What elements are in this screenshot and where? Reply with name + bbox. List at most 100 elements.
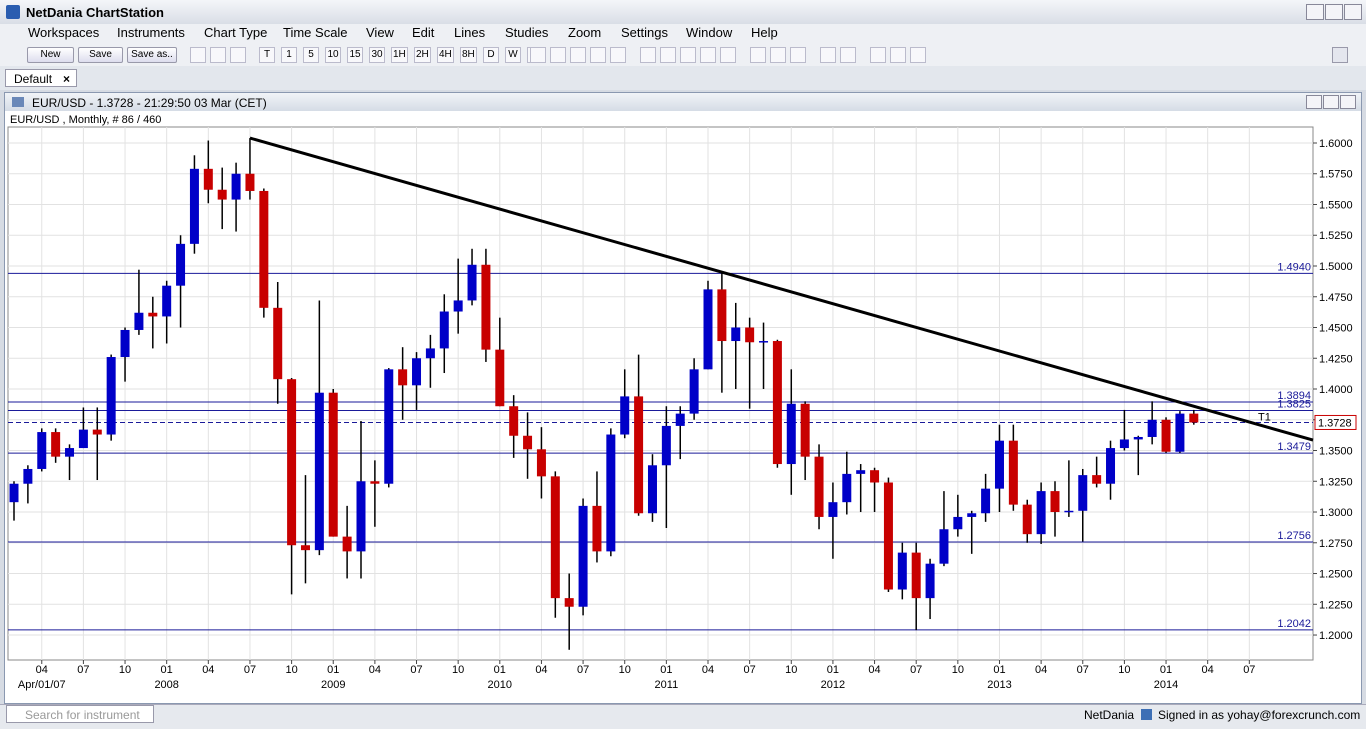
toolbar-icon[interactable] (590, 47, 606, 63)
candle-body (1078, 475, 1088, 511)
chart-close[interactable] (1340, 95, 1356, 109)
candle-body (800, 403, 810, 457)
candle-body (231, 173, 241, 200)
x-tick-label: 01 (494, 664, 506, 676)
candle-body (1092, 475, 1102, 484)
toolbar-icon[interactable] (750, 47, 766, 63)
menu-item[interactable]: Chart Type (204, 25, 268, 40)
toolbar-icon[interactable] (790, 47, 806, 63)
toolbar-icon[interactable] (720, 47, 736, 63)
menu-item[interactable]: Settings (621, 25, 668, 40)
timescale-button[interactable]: 15 (347, 47, 363, 63)
candle-body (509, 406, 519, 436)
toolbar-icon[interactable] (910, 47, 926, 63)
minimize-button[interactable] (1306, 4, 1324, 20)
toolbar-icon[interactable] (640, 47, 656, 63)
timescale-button[interactable]: 1H (391, 47, 408, 63)
toolbar-icon[interactable] (820, 47, 836, 63)
candle-body (1008, 440, 1018, 505)
menu-item[interactable]: Workspaces (28, 25, 100, 40)
y-tick-label: 1.5500 (1319, 199, 1353, 211)
timescale-button[interactable]: 5 (303, 47, 319, 63)
candle-body (162, 285, 172, 317)
candle-body (78, 429, 88, 449)
candle-body (287, 379, 297, 546)
toolbar-icon[interactable] (680, 47, 696, 63)
menu-item[interactable]: Instruments (117, 25, 185, 40)
trendline (249, 136, 1314, 442)
candle-body (37, 432, 47, 469)
toolbar-icon[interactable] (570, 47, 586, 63)
menu-item[interactable]: Lines (454, 25, 486, 40)
menu-item[interactable]: Edit (412, 25, 435, 40)
toolbar-icon[interactable] (610, 47, 626, 63)
candle-body (245, 173, 255, 191)
x-tick-label: 01 (1160, 664, 1172, 676)
timescale-button[interactable]: 8H (460, 47, 477, 63)
toolbar-icon[interactable] (840, 47, 856, 63)
toolbar-icon[interactable] (700, 47, 716, 63)
maximize-button[interactable] (1325, 4, 1343, 20)
candle-body (51, 432, 61, 457)
x-tick-label: 07 (744, 664, 756, 676)
menu-item[interactable]: Window (686, 25, 733, 40)
toolbar-option[interactable] (1332, 47, 1348, 63)
timescale-button[interactable]: 30 (369, 47, 385, 63)
chart-maximize[interactable] (1323, 95, 1339, 109)
candle-body (120, 329, 130, 358)
timescale-button[interactable]: 10 (325, 47, 341, 63)
menu-item[interactable]: Time Scale (283, 25, 348, 40)
chart-subtitle: EUR/USD , Monthly, # 86 / 460 (10, 114, 161, 126)
toolbar-icon[interactable] (550, 47, 566, 63)
menu-item[interactable]: Help (751, 25, 778, 40)
current-price-label: 1.3728 (1318, 417, 1352, 429)
candle-body (634, 396, 644, 514)
candle-body (578, 505, 588, 607)
timescale-button[interactable]: W (505, 47, 521, 63)
menu-item[interactable]: Zoom (568, 25, 602, 40)
toolbar-icon[interactable] (210, 47, 226, 63)
candle-body (731, 327, 741, 342)
timescale-button[interactable]: 1 (281, 47, 297, 63)
status-user: Signed in as yohay@forexcrunch.com (1158, 708, 1361, 722)
y-tick-label: 1.3250 (1319, 476, 1353, 488)
timescale-button[interactable]: T (259, 47, 275, 63)
timescale-button[interactable]: 2H (414, 47, 431, 63)
candle-body (1175, 413, 1185, 452)
timescale-button[interactable]: 4H (437, 47, 454, 63)
year-label: 2013 (987, 679, 1011, 691)
timescale-button[interactable]: D (483, 47, 499, 63)
tab-close[interactable]: × (62, 72, 70, 86)
toolbar-icon[interactable] (230, 47, 246, 63)
x-tick-label: 07 (244, 664, 256, 676)
candle-body (370, 481, 380, 484)
y-tick-label: 1.2500 (1319, 569, 1353, 581)
toolbar-button[interactable]: New (27, 47, 74, 63)
y-tick-label: 1.3000 (1319, 507, 1353, 519)
level-label: 1.3825 (1277, 399, 1311, 411)
candle-body (328, 392, 338, 537)
toolbar-button[interactable]: Save as.. (127, 47, 177, 63)
toolbar-button[interactable]: Save (78, 47, 123, 63)
toolbar-icon[interactable] (530, 47, 546, 63)
menu-item[interactable]: Studies (505, 25, 549, 40)
search-box[interactable]: Search for instrument (6, 705, 154, 723)
toolbar-icon[interactable] (770, 47, 786, 63)
candle-body (259, 190, 269, 308)
candle-body (661, 425, 671, 466)
status-icon (1141, 709, 1152, 720)
toolbar-icon[interactable] (870, 47, 886, 63)
toolbar-icon[interactable] (660, 47, 676, 63)
toolbar-icon[interactable] (890, 47, 906, 63)
candle-body (870, 470, 880, 483)
menu-item[interactable]: View (366, 25, 394, 40)
chart-minimize[interactable] (1306, 95, 1322, 109)
toolbar-icon[interactable] (190, 47, 206, 63)
candle-body (412, 358, 422, 386)
tab[interactable]: Default × (5, 69, 77, 87)
year-label: 2011 (655, 679, 679, 691)
close-button[interactable] (1344, 4, 1362, 20)
x-tick-label: 07 (1243, 664, 1255, 676)
candle-body (1133, 436, 1143, 440)
candle-body (550, 476, 560, 599)
